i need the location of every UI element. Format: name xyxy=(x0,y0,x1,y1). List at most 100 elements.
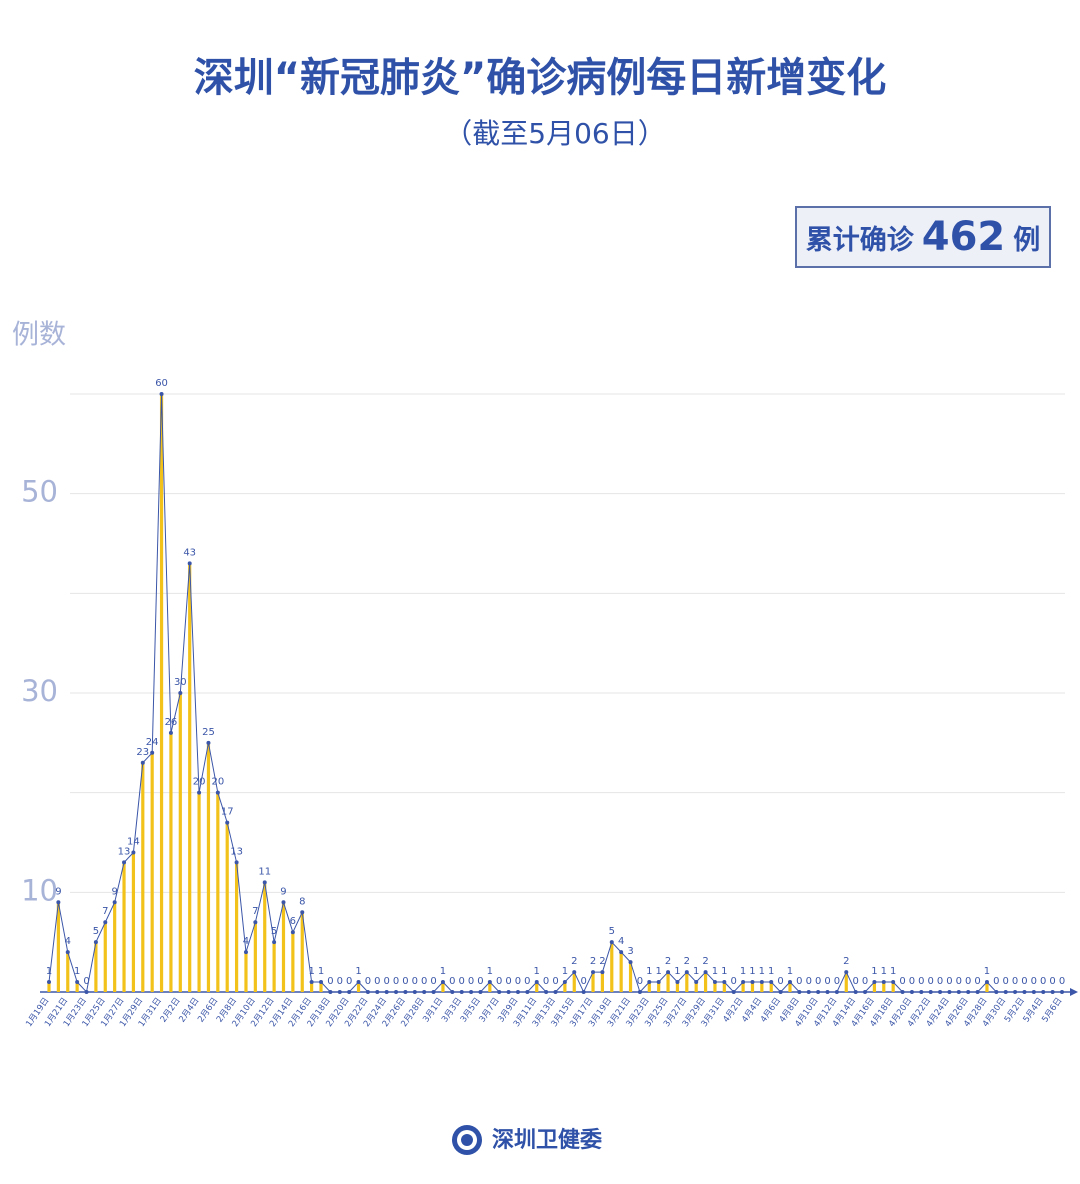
point xyxy=(675,980,680,985)
value-label: 0 xyxy=(637,976,643,987)
value-label: 0 xyxy=(505,976,511,987)
value-label: 1 xyxy=(787,966,793,977)
point xyxy=(347,990,352,994)
value-label: 5 xyxy=(271,926,277,937)
value-label: 1 xyxy=(890,966,896,977)
total-box: 累计确诊 462 例 xyxy=(795,206,1051,268)
value-label: 6 xyxy=(290,916,296,927)
y-tick-label: 30 xyxy=(21,674,58,708)
point xyxy=(122,860,127,865)
point xyxy=(215,790,220,795)
value-label: 0 xyxy=(1059,976,1065,987)
bar xyxy=(741,982,745,992)
bar xyxy=(131,852,136,992)
value-label: 2 xyxy=(590,956,596,967)
bar xyxy=(141,762,145,992)
value-label: 26 xyxy=(165,717,178,728)
value-label: 0 xyxy=(515,976,521,987)
point xyxy=(84,990,89,994)
point xyxy=(609,940,614,945)
value-label: 0 xyxy=(346,976,352,987)
y-tick-label: 10 xyxy=(21,873,58,907)
bar xyxy=(619,952,623,992)
point xyxy=(243,950,248,955)
bar xyxy=(844,972,848,992)
bar xyxy=(47,982,51,992)
value-label: 1 xyxy=(46,966,52,977)
point xyxy=(722,980,727,985)
bar xyxy=(694,982,698,992)
point xyxy=(65,950,70,955)
point xyxy=(694,980,699,985)
value-label: 0 xyxy=(374,976,380,987)
value-label: 0 xyxy=(543,976,549,987)
bar xyxy=(310,982,314,992)
point xyxy=(459,990,464,994)
point xyxy=(497,990,502,994)
point xyxy=(984,980,989,985)
value-label: 7 xyxy=(102,906,108,917)
value-label: 0 xyxy=(918,976,924,987)
point xyxy=(825,990,830,994)
value-label: 0 xyxy=(449,976,455,987)
value-label: 0 xyxy=(552,976,558,987)
point xyxy=(1013,990,1018,994)
point xyxy=(450,990,455,994)
bar xyxy=(985,982,989,992)
point xyxy=(769,980,774,985)
point xyxy=(515,990,520,994)
value-label: 17 xyxy=(221,807,234,818)
value-label: 0 xyxy=(580,976,586,987)
point xyxy=(684,970,689,975)
point xyxy=(853,990,858,994)
value-label: 0 xyxy=(993,976,999,987)
value-label: 9 xyxy=(111,886,117,897)
value-label: 2 xyxy=(571,956,577,967)
point xyxy=(834,990,839,994)
point xyxy=(300,910,305,915)
point xyxy=(234,860,239,865)
bar xyxy=(272,942,276,992)
bar xyxy=(628,962,633,992)
point xyxy=(1022,990,1027,994)
value-label: 0 xyxy=(402,976,408,987)
value-label: 5 xyxy=(93,926,99,937)
bar xyxy=(703,972,708,992)
bar xyxy=(244,952,248,992)
footer-logo xyxy=(452,1125,482,1155)
value-label: 2 xyxy=(843,956,849,967)
point xyxy=(562,980,567,985)
point xyxy=(966,990,971,994)
point xyxy=(1003,990,1008,994)
point xyxy=(891,980,896,985)
point xyxy=(731,990,736,994)
value-label: 0 xyxy=(834,976,840,987)
point xyxy=(600,970,605,975)
bar xyxy=(685,972,689,992)
point xyxy=(938,990,943,994)
bar xyxy=(206,742,211,992)
bar xyxy=(197,792,201,992)
value-label: 1 xyxy=(871,966,877,977)
point xyxy=(375,990,380,994)
value-label: 0 xyxy=(965,976,971,987)
point xyxy=(262,880,267,885)
value-label: 0 xyxy=(731,976,737,987)
value-label: 1 xyxy=(768,966,774,977)
point xyxy=(572,970,577,975)
value-label: 60 xyxy=(155,378,168,389)
point xyxy=(1031,990,1036,994)
bar xyxy=(291,932,295,992)
value-label: 1 xyxy=(984,966,990,977)
value-label: 0 xyxy=(909,976,915,987)
value-label: 0 xyxy=(412,976,418,987)
value-label: 11 xyxy=(258,866,271,877)
bar xyxy=(872,982,877,992)
bar xyxy=(178,693,182,992)
point xyxy=(365,990,370,994)
value-label: 20 xyxy=(211,777,224,788)
value-label: 0 xyxy=(956,976,962,987)
value-label: 0 xyxy=(852,976,858,987)
